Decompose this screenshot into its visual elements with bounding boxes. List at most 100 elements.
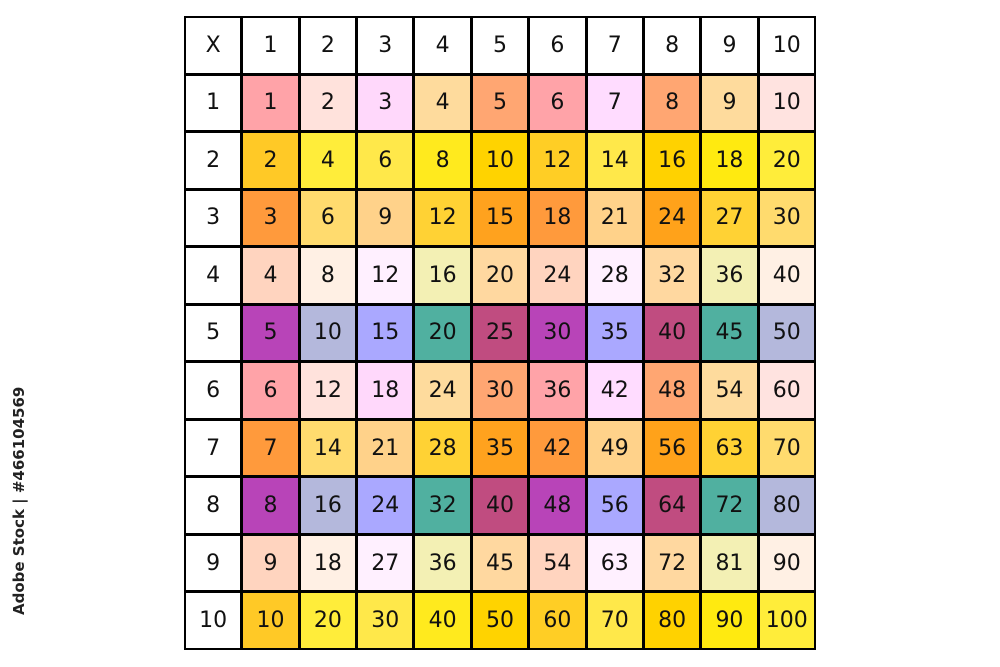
product-cell: 28	[587, 248, 642, 303]
product-cell: 2	[300, 75, 356, 131]
row-header: 5	[186, 305, 241, 361]
column-header: 2	[300, 18, 356, 73]
product-cell: 14	[300, 420, 356, 476]
product-cell: 15	[358, 305, 413, 361]
product-cell: 45	[702, 305, 757, 361]
product-cell: 21	[587, 190, 642, 246]
product-cell: 21	[358, 420, 413, 476]
corner-cell: X	[186, 18, 241, 73]
product-cell: 5	[243, 305, 298, 361]
product-cell: 30	[472, 363, 528, 418]
multiplication-table: X 1 2 3 4 5 6 7 8 9 10 1 1 2 3 4 5 6 7 8 9 10 2 2 4 6 8 10 12 14 16 18 2…	[184, 16, 816, 650]
product-cell: 18	[358, 363, 413, 418]
product-cell: 80	[759, 478, 814, 533]
product-cell: 2	[243, 133, 298, 188]
product-cell: 4	[300, 133, 356, 188]
product-cell: 6	[300, 190, 356, 246]
product-cell: 7	[243, 420, 298, 476]
product-cell: 10	[243, 593, 298, 648]
product-cell: 48	[644, 363, 700, 418]
product-cell: 50	[472, 593, 528, 648]
product-cell: 27	[358, 535, 413, 591]
product-cell: 56	[644, 420, 700, 476]
product-cell: 27	[702, 190, 757, 246]
product-cell: 30	[358, 593, 413, 648]
product-cell: 16	[300, 478, 356, 533]
product-cell: 12	[415, 190, 470, 246]
product-cell: 40	[759, 248, 814, 303]
product-cell: 42	[530, 420, 585, 476]
product-cell: 8	[644, 75, 700, 131]
product-cell: 42	[587, 363, 642, 418]
product-cell: 6	[243, 363, 298, 418]
row-header: 1	[186, 75, 241, 131]
product-cell: 32	[415, 478, 470, 533]
product-cell: 4	[415, 75, 470, 131]
product-cell: 35	[587, 305, 642, 361]
product-cell: 10	[472, 133, 528, 188]
product-cell: 16	[644, 133, 700, 188]
product-cell: 16	[415, 248, 470, 303]
column-header: 4	[415, 18, 470, 73]
product-cell: 12	[358, 248, 413, 303]
product-cell: 18	[530, 190, 585, 246]
product-cell: 7	[587, 75, 642, 131]
product-cell: 9	[243, 535, 298, 591]
product-cell: 1	[243, 75, 298, 131]
product-cell: 30	[759, 190, 814, 246]
product-cell: 70	[759, 420, 814, 476]
product-cell: 48	[530, 478, 585, 533]
product-cell: 40	[472, 478, 528, 533]
product-cell: 81	[702, 535, 757, 591]
watermark: Adobe Stock | #466104569	[10, 386, 28, 615]
product-cell: 20	[300, 593, 356, 648]
product-cell: 60	[530, 593, 585, 648]
product-cell: 9	[358, 190, 413, 246]
row-header: 9	[186, 535, 241, 591]
column-header: 10	[759, 18, 814, 73]
product-cell: 24	[644, 190, 700, 246]
product-cell: 3	[243, 190, 298, 246]
product-cell: 36	[702, 248, 757, 303]
row-header: 8	[186, 478, 241, 533]
column-header: 8	[644, 18, 700, 73]
product-cell: 72	[702, 478, 757, 533]
product-cell: 64	[644, 478, 700, 533]
product-cell: 15	[472, 190, 528, 246]
column-header: 5	[472, 18, 528, 73]
product-cell: 20	[759, 133, 814, 188]
product-cell: 72	[644, 535, 700, 591]
product-cell: 12	[530, 133, 585, 188]
product-cell: 8	[300, 248, 356, 303]
product-cell: 36	[415, 535, 470, 591]
product-cell: 32	[644, 248, 700, 303]
product-cell: 8	[415, 133, 470, 188]
product-cell: 70	[587, 593, 642, 648]
row-header: 4	[186, 248, 241, 303]
product-cell: 20	[472, 248, 528, 303]
product-cell: 49	[587, 420, 642, 476]
row-header: 6	[186, 363, 241, 418]
product-cell: 6	[358, 133, 413, 188]
product-cell: 90	[702, 593, 757, 648]
product-cell: 18	[702, 133, 757, 188]
product-cell: 30	[530, 305, 585, 361]
product-cell: 90	[759, 535, 814, 591]
product-cell: 56	[587, 478, 642, 533]
product-cell: 20	[415, 305, 470, 361]
product-cell: 9	[702, 75, 757, 131]
product-cell: 100	[759, 593, 814, 648]
product-cell: 24	[415, 363, 470, 418]
product-cell: 24	[358, 478, 413, 533]
product-cell: 63	[702, 420, 757, 476]
product-cell: 80	[644, 593, 700, 648]
row-header: 10	[186, 593, 241, 648]
product-cell: 5	[472, 75, 528, 131]
product-cell: 4	[243, 248, 298, 303]
product-cell: 3	[358, 75, 413, 131]
row-header: 2	[186, 133, 241, 188]
product-cell: 18	[300, 535, 356, 591]
product-cell: 14	[587, 133, 642, 188]
product-cell: 45	[472, 535, 528, 591]
product-cell: 54	[530, 535, 585, 591]
